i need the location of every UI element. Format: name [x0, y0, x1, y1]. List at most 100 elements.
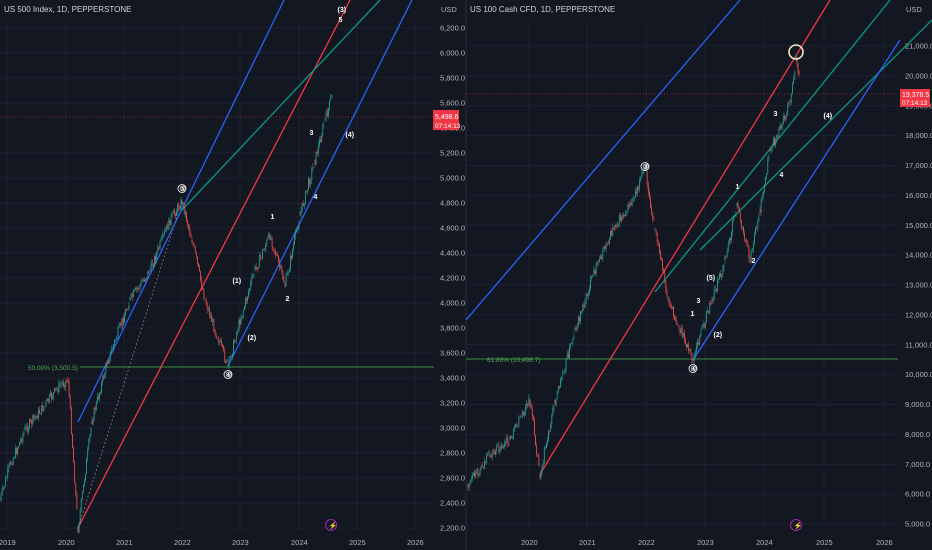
- candle-body: [628, 204, 630, 208]
- candle-body: [217, 338, 219, 343]
- candle-body: [218, 341, 220, 343]
- candle-body: [755, 228, 756, 235]
- candle-body: [189, 227, 191, 234]
- left-currency[interactable]: USD: [441, 5, 457, 14]
- candle-body: [195, 252, 197, 257]
- candle-body: [761, 195, 763, 200]
- candle-body: [109, 351, 111, 361]
- candle-body: [151, 262, 153, 267]
- candle-body: [781, 123, 783, 129]
- candle-body: [325, 111, 327, 119]
- candle-body: [242, 310, 244, 316]
- left-x-axis[interactable]: 2019 2020 2021 2022 2023 2024 2025 2026: [0, 538, 424, 547]
- candle-body: [267, 237, 269, 240]
- candle-body: [506, 437, 508, 443]
- right-lightning-icon[interactable]: ⚡: [790, 519, 803, 531]
- candle-body: [274, 251, 276, 255]
- candle-body: [724, 256, 726, 260]
- y-tick-label: 13,000.0: [905, 281, 932, 290]
- candle-body: [537, 454, 539, 457]
- candle-body: [236, 332, 238, 341]
- candle-body: [243, 306, 245, 311]
- candle-body: [546, 443, 547, 448]
- candle-body: [33, 415, 35, 419]
- candle-body: [749, 260, 751, 262]
- candle-body: [682, 332, 684, 337]
- candle-body: [560, 379, 561, 388]
- candle-body: [702, 323, 704, 327]
- candle-body: [32, 415, 34, 425]
- candle-body: [45, 400, 47, 405]
- candle-body: [224, 350, 226, 362]
- candle-body: [505, 442, 506, 444]
- left-lightning-icon[interactable]: ⚡: [325, 519, 338, 531]
- candle-body: [212, 319, 214, 323]
- y-tick-label: 4,400.0: [440, 249, 465, 258]
- candle-body: [541, 465, 543, 472]
- candle-body: [296, 229, 298, 231]
- svg-text:⚡: ⚡: [794, 521, 803, 530]
- y-tick-label: 5,600.0: [440, 99, 465, 108]
- candle-body: [85, 473, 86, 481]
- candle-body: [152, 266, 154, 267]
- candle-body: [40, 413, 41, 415]
- candle-body: [542, 463, 544, 466]
- candle-body: [706, 312, 707, 323]
- candle-body: [319, 139, 320, 146]
- right-currency[interactable]: USD: [906, 5, 922, 14]
- left-chart[interactable]: US 500 Index, 1D, PEPPERSTONE USD 6,200.…: [0, 0, 465, 547]
- candle-body: [82, 484, 84, 493]
- candle-body: [52, 397, 53, 399]
- candle-body: [177, 204, 179, 212]
- candle-body: [587, 292, 589, 296]
- candle-body: [210, 315, 211, 317]
- candle-body: [302, 202, 304, 206]
- candle-body: [512, 429, 514, 439]
- candle-body: [322, 125, 324, 136]
- candle-body: [240, 318, 242, 325]
- y-tick-label: 10,000.0: [905, 370, 932, 379]
- right-y-axis[interactable]: 21,000.020,000.019,000.018,000.017,000.0…: [905, 42, 932, 529]
- y-tick-label: 12,000.0: [905, 310, 932, 319]
- candle-body: [55, 387, 57, 389]
- x-tick-label: 2019: [0, 538, 16, 547]
- candle-body: [686, 343, 687, 348]
- candle-body: [504, 443, 505, 447]
- right-x-axis[interactable]: 2020 2021 2022 2023 2024 2025 2026: [521, 538, 893, 547]
- candle-body: [605, 243, 607, 250]
- svg-text:⚡: ⚡: [329, 521, 338, 530]
- candle-body: [554, 400, 556, 405]
- candle-body: [103, 376, 105, 379]
- candle-body: [510, 435, 512, 439]
- wave-label: (4): [346, 132, 355, 139]
- candle-body: [291, 256, 292, 259]
- candle-body: [714, 289, 716, 290]
- candle-body: [312, 167, 314, 170]
- candle-body: [147, 271, 149, 278]
- candle-body: [249, 288, 251, 292]
- candle-body: [534, 420, 535, 436]
- right-grid: [466, 20, 898, 530]
- candle-body: [269, 235, 271, 240]
- candle-body: [549, 430, 551, 432]
- candle-body: [621, 216, 622, 221]
- candle-body: [491, 451, 493, 458]
- left-y-axis[interactable]: 6,200.06,000.05,800.05,600.05,400.05,200…: [440, 24, 465, 533]
- y-tick-label: 4,000.0: [440, 299, 465, 308]
- candle-body: [132, 290, 134, 297]
- y-tick-label: 2,800.0: [440, 449, 465, 458]
- y-tick-label: 3,200.0: [440, 399, 465, 408]
- left-grid: [0, 20, 434, 530]
- right-chart[interactable]: US 100 Cash CFD, 1D, PEPPERSTONE USD 21,…: [465, 0, 932, 547]
- candle-body: [736, 203, 738, 205]
- candle-body: [734, 216, 736, 218]
- candle-body: [777, 135, 779, 138]
- candle-body: [531, 408, 533, 417]
- candle-body: [521, 411, 523, 417]
- candle-body: [744, 232, 745, 240]
- candle-body: [94, 407, 96, 411]
- candle-body: [145, 278, 146, 282]
- candle-body: [518, 418, 520, 426]
- candle-body: [745, 239, 747, 242]
- candle-body: [253, 274, 255, 277]
